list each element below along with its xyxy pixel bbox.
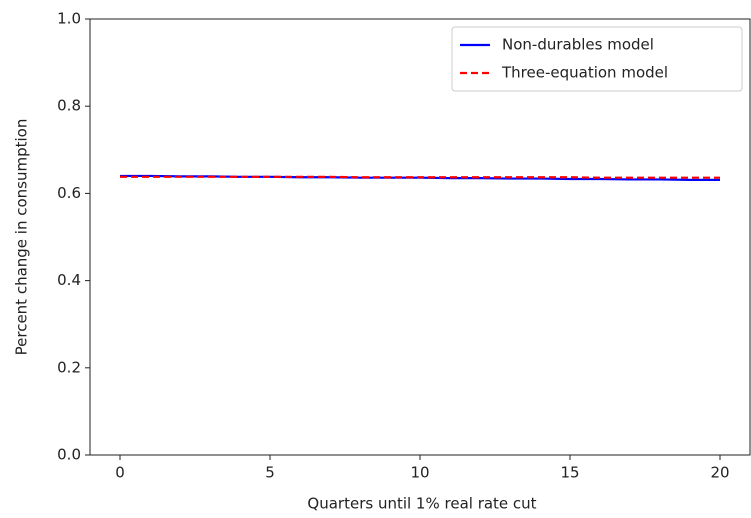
y-tick-label: 0.6 bbox=[57, 184, 81, 202]
y-tick-label: 0.2 bbox=[57, 358, 81, 376]
x-tick-label: 0 bbox=[115, 464, 125, 482]
legend-label: Three-equation model bbox=[501, 64, 668, 82]
series-line bbox=[120, 175, 720, 179]
y-axis-label: Percent change in consumption bbox=[13, 119, 31, 356]
legend-label: Non-durables model bbox=[502, 36, 654, 54]
x-tick-label: 10 bbox=[410, 464, 429, 482]
plot-frame bbox=[89, 18, 751, 456]
y-tick-label: 0.4 bbox=[57, 271, 81, 289]
x-axis-label: Quarters until 1% real rate cut bbox=[307, 495, 536, 513]
x-tick-label: 5 bbox=[265, 464, 275, 482]
x-tick-label: 20 bbox=[710, 464, 729, 482]
x-tick-label: 15 bbox=[560, 464, 579, 482]
legend-box bbox=[451, 26, 743, 92]
y-tick-label: 0.0 bbox=[57, 446, 81, 464]
y-tick-label: 0.8 bbox=[57, 97, 81, 115]
y-tick-label: 1.0 bbox=[57, 10, 81, 28]
